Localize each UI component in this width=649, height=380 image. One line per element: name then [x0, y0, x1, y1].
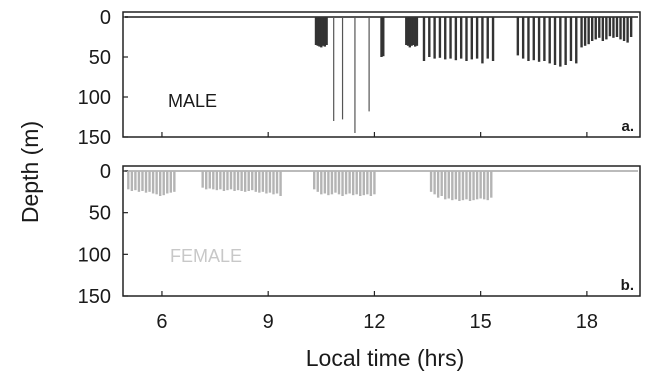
- panels: 0 50 100 150 MALE a. 0 50 100 150 6 9 12 15 18 FEMALE b.: [78, 7, 641, 333]
- x-axis-title: Local time (hrs): [306, 345, 464, 371]
- y-tick-label: 150: [78, 286, 111, 308]
- sex-label: FEMALE: [170, 246, 242, 266]
- y-tick-label: 0: [100, 161, 111, 183]
- y-axis-title: Depth (m): [17, 121, 43, 223]
- panel-female: 0 50 100 150 6 9 12 15 18 FEMALE b.: [78, 161, 641, 333]
- panel-tag: b.: [621, 277, 634, 294]
- x-tick-label: 6: [156, 311, 167, 333]
- y-tick-label: 100: [78, 244, 111, 266]
- panel-male: 0 50 100 150 MALE a.: [78, 7, 641, 149]
- y-tick-label: 50: [89, 203, 111, 225]
- y-tick-label: 100: [78, 87, 111, 109]
- y-tick-label: 0: [100, 7, 111, 29]
- plot-frame: [122, 165, 641, 297]
- x-tick-label: 9: [263, 311, 274, 333]
- plot-frame: [122, 11, 641, 138]
- x-tick-label: 12: [363, 311, 385, 333]
- panel-tag: a.: [621, 118, 634, 135]
- y-tick-label: 50: [89, 47, 111, 69]
- x-tick-label: 15: [470, 311, 492, 333]
- y-tick-label: 150: [78, 127, 111, 149]
- x-tick-label: 18: [576, 311, 598, 333]
- sex-label: MALE: [168, 91, 217, 111]
